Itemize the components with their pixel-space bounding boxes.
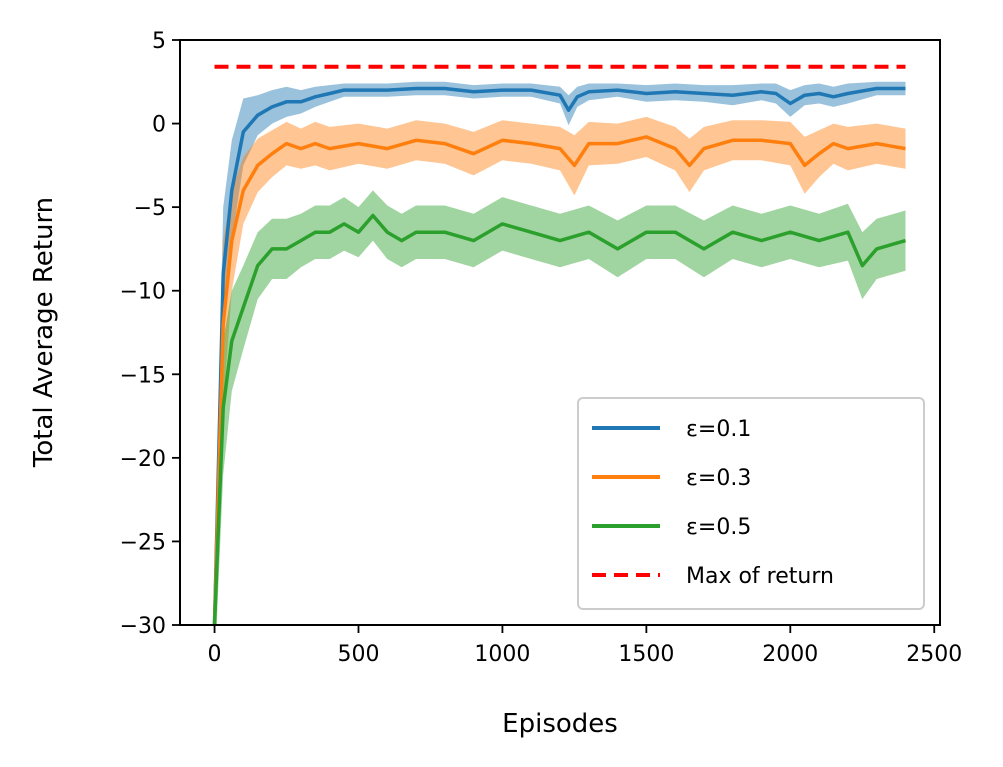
x-tick-label: 0 bbox=[208, 642, 222, 667]
series-2-band bbox=[214, 116, 906, 625]
x-tick-label: 1000 bbox=[474, 642, 530, 667]
y-tick-label: −20 bbox=[120, 447, 166, 472]
y-axis-label: Total Average Return bbox=[29, 197, 59, 468]
y-tick-label: −5 bbox=[134, 196, 166, 221]
x-tick-label: 2000 bbox=[762, 642, 818, 667]
y-tick-label: −10 bbox=[120, 280, 166, 305]
series-3-line bbox=[212, 213, 906, 625]
legend-label-max-return: Max of return bbox=[686, 564, 834, 589]
series-lines bbox=[212, 64, 906, 625]
y-tick-label: −15 bbox=[120, 363, 166, 388]
legend: ε=0.1 ε=0.3 ε=0.5 Max of return bbox=[577, 397, 925, 610]
legend-box bbox=[577, 397, 925, 610]
legend-label-series-3: ε=0.5 bbox=[686, 515, 751, 540]
legend-label-series-2: ε=0.3 bbox=[686, 466, 751, 491]
series-1-line bbox=[212, 86, 906, 625]
plot-frame bbox=[179, 39, 941, 626]
y-tick-label: −30 bbox=[120, 614, 166, 639]
x-tick-label: 500 bbox=[337, 642, 379, 667]
y-axis-ticks: 5 0 −5 −10 −15 −20 −25 −30 bbox=[120, 29, 180, 639]
x-tick-label: 2500 bbox=[906, 642, 962, 667]
x-axis-ticks: 0 500 1000 1500 2000 2500 bbox=[208, 625, 962, 667]
x-axis-label: Episodes bbox=[502, 709, 618, 739]
x-tick-label: 1500 bbox=[618, 642, 674, 667]
series-2-line bbox=[212, 135, 906, 625]
y-tick-label: 0 bbox=[152, 113, 166, 138]
legend-label-series-1: ε=0.1 bbox=[686, 417, 751, 442]
y-tick-label: 5 bbox=[152, 29, 166, 54]
y-tick-label: −25 bbox=[120, 530, 166, 555]
